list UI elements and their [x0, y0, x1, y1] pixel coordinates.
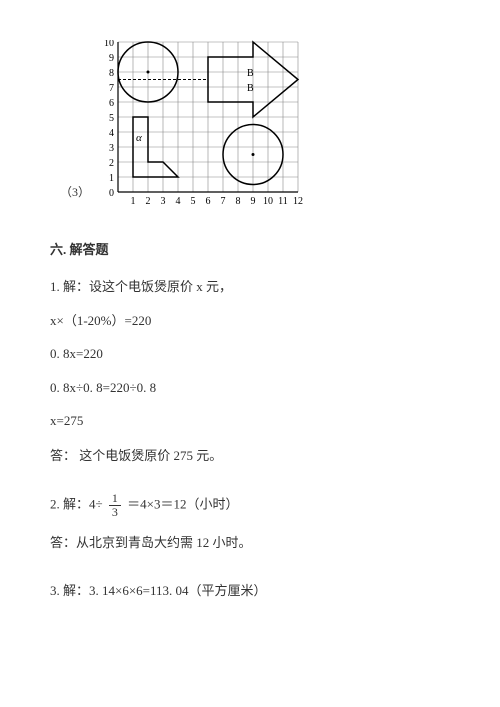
svg-text:5: 5: [109, 113, 114, 124]
svg-text:9: 9: [109, 53, 114, 64]
q1-line4: 0. 8x÷0. 8=220÷0. 8: [50, 376, 450, 399]
q2-answer: 答：从北京到青岛大约需 12 小时。: [50, 531, 450, 554]
q1-line2: x×（1-20%）=220: [50, 309, 450, 332]
fraction-numerator: 1: [109, 492, 121, 506]
figure-row: （3） 012345678910123456789101112αBB: [60, 40, 450, 208]
q3-line1: 3. 解：3. 14×6×6=113. 04（平方厘米）: [50, 579, 450, 602]
svg-text:7: 7: [109, 83, 114, 94]
svg-text:α: α: [136, 132, 142, 144]
q1-line5: x=275: [50, 409, 450, 432]
svg-text:6: 6: [109, 98, 114, 109]
svg-text:9: 9: [251, 196, 256, 207]
svg-text:2: 2: [146, 196, 151, 207]
svg-text:11: 11: [278, 196, 288, 207]
q2-suffix: ＝4×3＝12（小时）: [127, 496, 238, 511]
svg-text:10: 10: [263, 196, 273, 207]
figure-number-label: （3）: [60, 182, 90, 208]
section-heading: 六. 解答题: [50, 238, 450, 261]
q1-line1: 1. 解：设这个电饭煲原价 x 元，: [50, 275, 450, 298]
q2-line: 2. 解：4÷ 1 3 ＝4×3＝12（小时）: [50, 492, 450, 519]
svg-text:8: 8: [109, 68, 114, 79]
svg-text:6: 6: [206, 196, 211, 207]
svg-text:0: 0: [109, 188, 114, 199]
svg-text:1: 1: [131, 196, 136, 207]
svg-text:2: 2: [109, 158, 114, 169]
svg-text:10: 10: [104, 40, 114, 49]
svg-text:12: 12: [293, 196, 303, 207]
q1-line3: 0. 8x=220: [50, 342, 450, 365]
svg-text:4: 4: [109, 128, 114, 139]
grid-figure: 012345678910123456789101112αBB: [96, 40, 304, 208]
q2-prefix: 2. 解：4÷: [50, 496, 103, 511]
svg-text:5: 5: [191, 196, 196, 207]
svg-text:3: 3: [161, 196, 166, 207]
fraction: 1 3: [109, 492, 121, 519]
fraction-denominator: 3: [109, 506, 121, 519]
svg-text:4: 4: [176, 196, 181, 207]
svg-text:3: 3: [109, 143, 114, 154]
svg-text:7: 7: [221, 196, 226, 207]
svg-text:B: B: [247, 68, 254, 79]
svg-text:1: 1: [109, 173, 114, 184]
q1-answer: 答： 这个电饭煲原价 275 元。: [50, 444, 450, 467]
svg-text:8: 8: [236, 196, 241, 207]
svg-text:B: B: [247, 83, 254, 94]
